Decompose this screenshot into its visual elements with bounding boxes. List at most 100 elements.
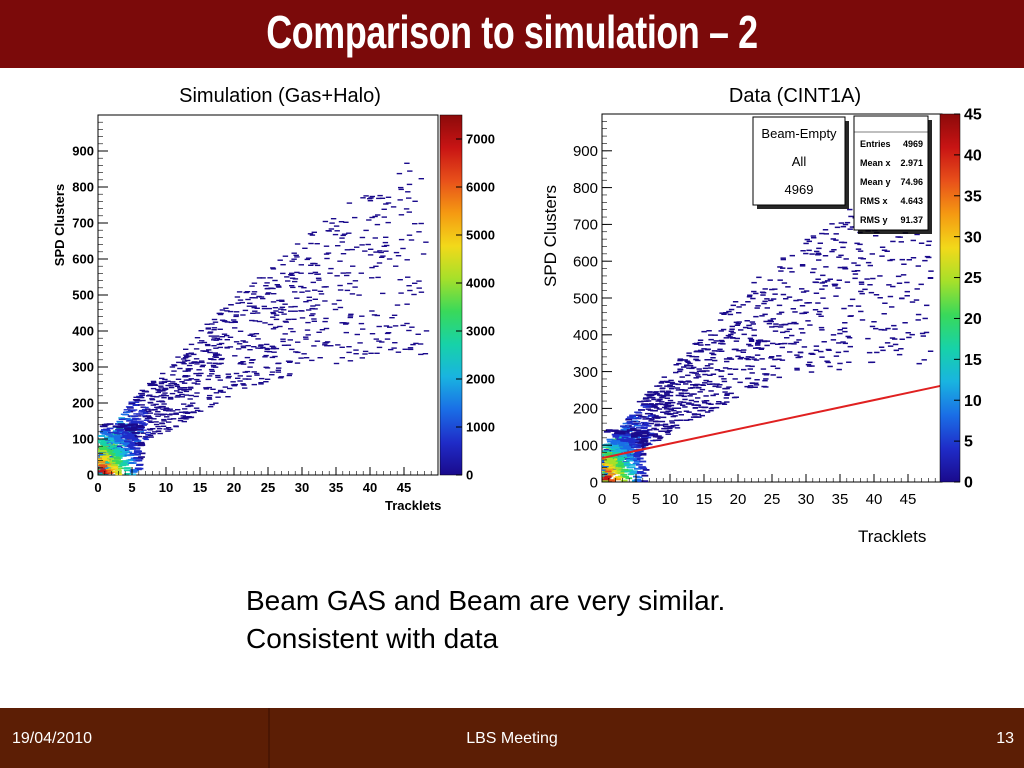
density-cell (689, 393, 695, 395)
density-cell (400, 247, 406, 250)
density-cell (404, 162, 410, 164)
density-cell (770, 318, 776, 320)
density-cell (818, 350, 824, 353)
density-cell (380, 255, 386, 257)
density-cell (323, 342, 329, 344)
density-cell (745, 358, 751, 361)
density-cell (622, 461, 630, 464)
density-cell (182, 408, 188, 410)
density-cell (187, 386, 194, 388)
density-cell (278, 376, 285, 378)
density-cell (809, 365, 815, 367)
density-cell (798, 328, 805, 330)
density-cell (264, 288, 270, 290)
density-cell (695, 413, 701, 416)
density-cell (846, 337, 853, 339)
density-cell (369, 310, 375, 312)
density-cell (618, 449, 626, 452)
density-cell (668, 379, 674, 382)
density-cell (654, 424, 660, 427)
density-cell (753, 315, 759, 318)
density-cell (713, 393, 719, 395)
density-cell (708, 403, 714, 405)
density-cell (602, 471, 610, 474)
density-cell (347, 315, 354, 317)
density-cell (248, 362, 255, 364)
density-cell (678, 394, 684, 397)
density-cell (704, 348, 711, 351)
density-cell (387, 326, 393, 328)
density-cell (825, 361, 831, 364)
density-cell (716, 386, 722, 388)
density-cell (634, 446, 641, 448)
density-cell (188, 378, 194, 380)
density-cell (613, 477, 621, 480)
density-cell (312, 289, 318, 291)
density-cell (688, 399, 695, 402)
density-cell (817, 242, 823, 244)
density-cell (659, 396, 665, 399)
density-cell (252, 297, 258, 299)
density-cell (641, 403, 648, 405)
density-cell (608, 479, 615, 481)
density-cell (188, 343, 195, 346)
colorbar-tick-label: 40 (964, 147, 982, 164)
density-cell (352, 280, 359, 282)
density-cell (227, 387, 233, 390)
body-text: Beam GAS and Beam are very similar. Cons… (246, 582, 725, 658)
density-cell (640, 427, 648, 430)
density-cell (209, 323, 215, 325)
density-cell (920, 335, 926, 337)
density-cell (357, 342, 363, 344)
density-cell (618, 466, 625, 468)
density-cell (664, 413, 670, 415)
density-cell (669, 386, 676, 388)
density-cell (254, 307, 260, 309)
density-cell (149, 399, 156, 401)
density-cell (373, 265, 379, 267)
density-cell (644, 393, 650, 396)
density-cell (256, 277, 263, 279)
stats-value: 4.643 (900, 196, 923, 206)
density-cell (122, 461, 130, 464)
density-cell (625, 439, 633, 441)
density-cell (280, 338, 286, 340)
density-cell (360, 197, 366, 199)
density-cell (805, 320, 811, 322)
density-cell (918, 283, 924, 286)
density-cell (174, 385, 181, 387)
density-cell (203, 350, 210, 352)
density-cell (185, 368, 191, 370)
density-cell (108, 435, 116, 437)
density-cell (874, 351, 880, 354)
density-cell (734, 324, 741, 326)
density-cell (198, 410, 204, 412)
density-cell (200, 364, 206, 366)
density-cell (127, 435, 135, 438)
density-cell (155, 430, 162, 432)
density-cell (194, 363, 200, 365)
density-cell (658, 430, 664, 432)
density-cell (210, 388, 216, 390)
density-cell (308, 272, 314, 275)
density-cell (294, 243, 301, 245)
y-tick-label: 400 (72, 324, 94, 339)
y-tick-label: 800 (573, 180, 598, 197)
density-cell (216, 343, 222, 346)
density-cell (216, 363, 222, 365)
density-cell (389, 317, 395, 319)
density-cell (135, 468, 142, 471)
density-cell (730, 337, 736, 339)
density-cell (109, 445, 117, 448)
density-cell (768, 299, 774, 302)
density-cell (167, 414, 173, 416)
density-cell (699, 388, 706, 391)
density-cell (113, 454, 121, 456)
density-cell (634, 460, 641, 463)
density-cell (308, 264, 314, 266)
y-tick-label: 900 (573, 143, 598, 160)
density-cell (398, 214, 405, 216)
density-cell (123, 411, 131, 413)
density-cell (770, 365, 776, 367)
density-cell (638, 409, 645, 411)
